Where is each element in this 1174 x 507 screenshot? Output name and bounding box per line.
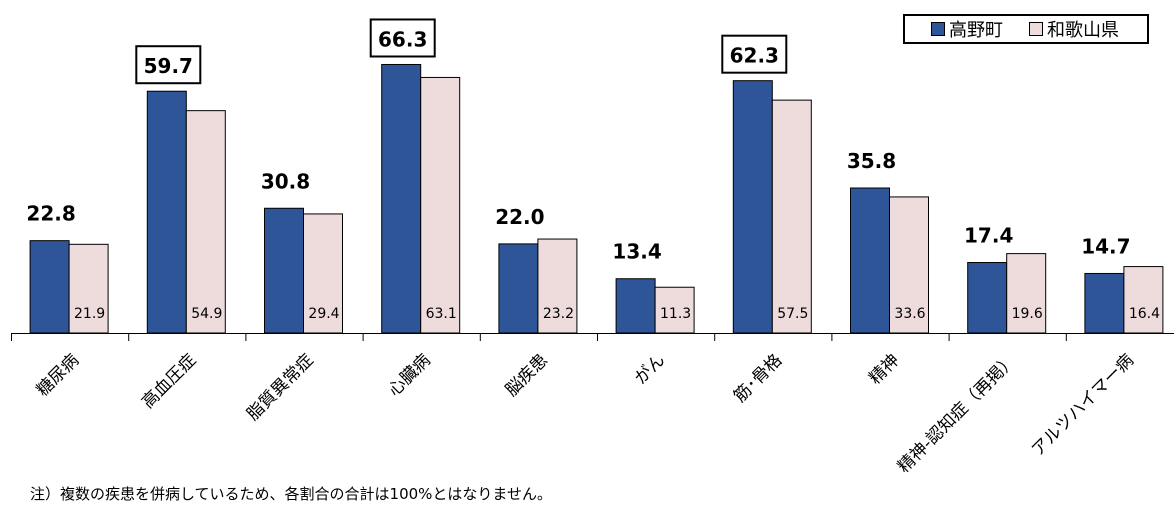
bar-wakayama — [654, 286, 695, 334]
bar-wakayama — [420, 76, 461, 334]
bar-wakayama — [68, 243, 109, 334]
data-label-takano: 66.3 — [378, 27, 427, 51]
data-label-wakayama: 57.5 — [777, 306, 808, 322]
bar-takano — [381, 63, 422, 334]
data-label-wakayama: 16.4 — [1129, 306, 1160, 322]
bar-takano — [732, 80, 773, 334]
data-label-takano: 22.0 — [495, 205, 544, 229]
legend-label-takano: 高野町 — [949, 20, 1003, 41]
bar-wakayama — [303, 213, 343, 334]
bar-takano — [967, 262, 1008, 334]
footnote: 注）複数の疾患を併病しているため、各割合の合計は100%とはなりません。 — [30, 485, 552, 503]
data-label-wakayama: 54.9 — [191, 306, 222, 322]
data-label-takano: 14.7 — [1081, 234, 1130, 258]
category-label: 脂質異常症 — [243, 350, 317, 424]
bar-takano — [29, 240, 70, 334]
data-label-wakayama: 29.4 — [308, 306, 339, 322]
category-label: アルツハイマー病 — [1028, 350, 1138, 460]
data-label-wakayama: 63.1 — [426, 306, 457, 322]
bar-takano — [615, 278, 656, 334]
data-label-takano: 35.8 — [847, 149, 896, 173]
bar-takano — [850, 187, 890, 334]
data-label-wakayama: 23.2 — [543, 306, 574, 322]
data-label-takano: 13.4 — [612, 240, 661, 264]
data-label-box — [369, 18, 436, 58]
bar-wakayama — [889, 196, 929, 334]
data-label-wakayama: 33.6 — [894, 306, 925, 322]
data-label-wakayama: 11.3 — [660, 306, 691, 322]
chart-legend: 高野町 和歌山県 — [903, 14, 1149, 44]
data-label-takano: 59.7 — [144, 54, 193, 78]
bar-takano — [146, 90, 187, 334]
bar-wakayama — [185, 110, 226, 334]
legend-swatch-takano — [931, 22, 945, 36]
data-label-takano: 22.8 — [26, 202, 75, 226]
bar-takano — [1084, 272, 1125, 334]
category-label: 筋･骨格 — [730, 350, 786, 406]
data-label-takano: 30.8 — [261, 169, 310, 193]
data-label-wakayama: 19.6 — [1012, 306, 1043, 322]
legend-item-takano: 高野町 — [931, 16, 1003, 42]
category-label: がん — [631, 350, 669, 388]
legend-label-wakayama: 和歌山県 — [1047, 20, 1119, 41]
bar-wakayama — [537, 238, 578, 334]
data-label-takano: 17.4 — [964, 224, 1013, 248]
legend-swatch-wakayama — [1029, 22, 1043, 36]
category-label: 精神-認知症（再掲） — [894, 350, 1021, 477]
bar-takano — [264, 207, 304, 334]
data-label-takano: 62.3 — [730, 44, 779, 68]
data-label-box — [721, 34, 788, 74]
category-label: 脳疾患 — [502, 350, 552, 400]
category-label: 高血圧症 — [138, 350, 200, 412]
category-label: 心臓病 — [385, 350, 435, 400]
data-label-box — [135, 45, 202, 85]
category-label: 精神 — [865, 350, 903, 388]
legend-item-wakayama: 和歌山県 — [1029, 16, 1119, 42]
data-label-wakayama: 21.9 — [74, 306, 105, 322]
bar-wakayama — [1123, 266, 1164, 334]
bar-wakayama — [1006, 253, 1047, 334]
category-label: 糖尿病 — [33, 350, 83, 400]
bar-takano — [498, 243, 539, 334]
bar-wakayama — [771, 99, 812, 334]
